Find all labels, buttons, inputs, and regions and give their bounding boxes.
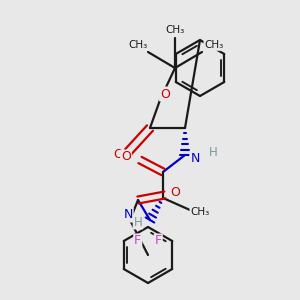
Text: O: O [170,185,180,199]
Text: N: N [190,152,200,164]
Text: O: O [160,88,170,100]
Text: O: O [121,151,131,164]
Text: O: O [113,148,123,161]
Text: F: F [155,235,162,248]
Text: H: H [134,215,142,229]
Text: F: F [134,235,141,248]
Text: CH₃: CH₃ [128,40,148,50]
Text: H: H [208,146,217,158]
Text: CH₃: CH₃ [165,25,184,35]
Text: CH₃: CH₃ [204,40,224,50]
Text: N: N [123,208,133,221]
Text: CH₃: CH₃ [190,207,210,217]
